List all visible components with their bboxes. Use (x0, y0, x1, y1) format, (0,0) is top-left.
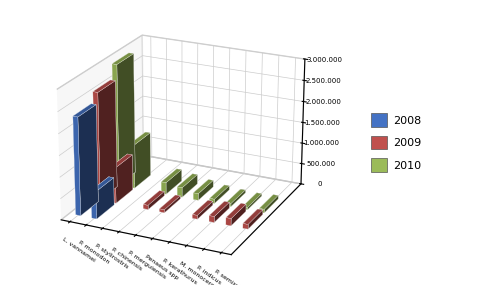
Legend: 2008, 2009, 2010: 2008, 2009, 2010 (366, 109, 426, 176)
